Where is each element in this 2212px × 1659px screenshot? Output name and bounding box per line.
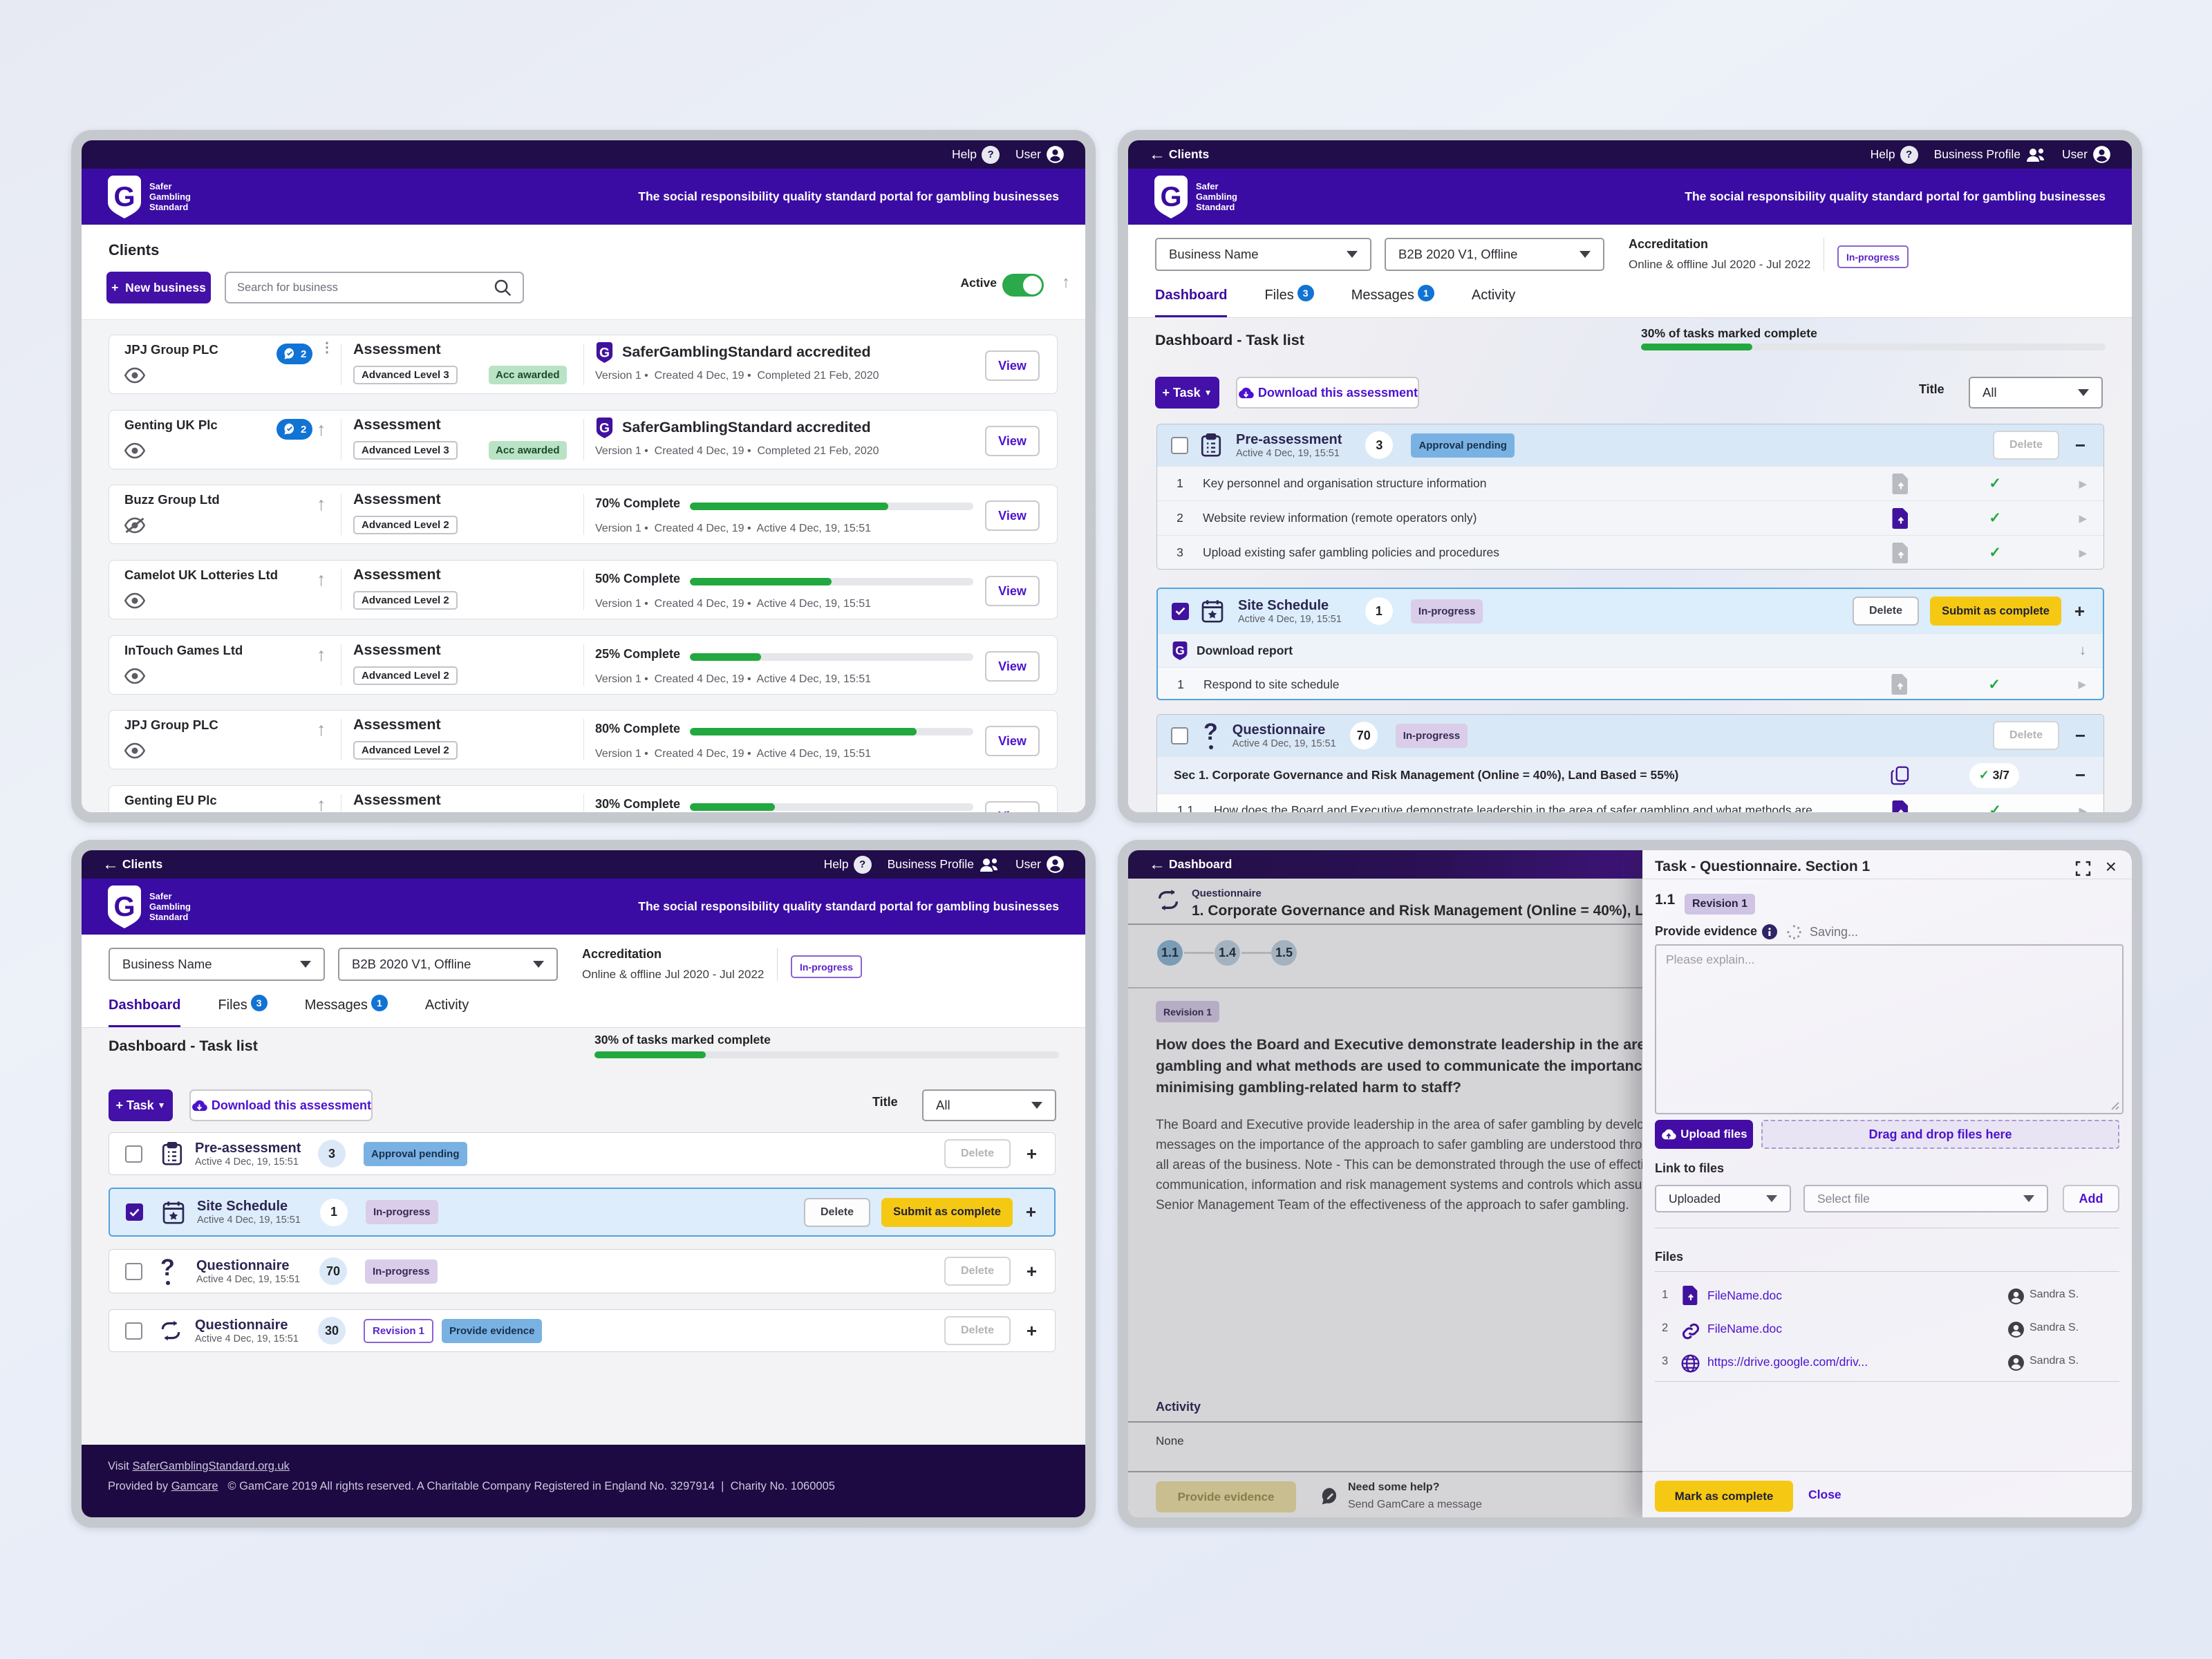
svg-text:G: G (599, 345, 610, 360)
svg-text:G: G (1160, 182, 1181, 212)
svg-text:G: G (1175, 644, 1185, 657)
svg-text:G: G (599, 420, 610, 435)
svg-text:G: G (113, 182, 135, 212)
svg-text:G: G (113, 892, 135, 922)
